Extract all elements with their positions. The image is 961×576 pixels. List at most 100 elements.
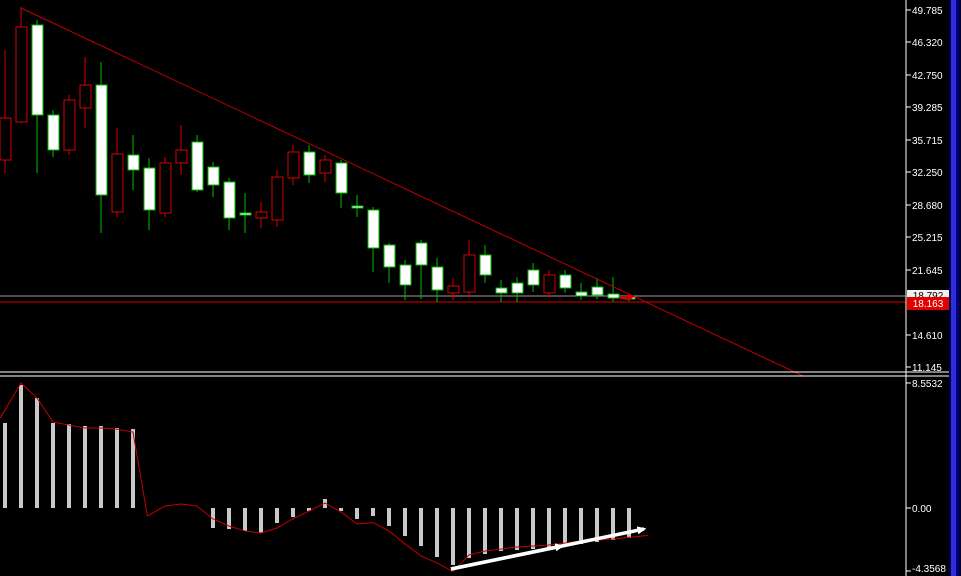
price-tick-label: 14.610 <box>912 331 943 342</box>
candle-body <box>271 176 284 221</box>
candle-body <box>463 254 476 293</box>
histogram-bar-33 <box>515 508 519 550</box>
current-price-tag-bg <box>907 297 950 310</box>
candle-body <box>191 141 204 191</box>
price-tick-label: 28.680 <box>912 201 943 212</box>
price-tick-label: 46.320 <box>912 38 943 49</box>
candle-2 <box>15 7 28 123</box>
price-tick-label: 35.715 <box>912 136 943 147</box>
histogram-bar-7 <box>99 426 103 508</box>
window-border-segment-4 <box>959 0 961 576</box>
candle-body <box>511 282 524 294</box>
current-price-tag-label: 18.163 <box>913 299 944 310</box>
histogram-bar-4 <box>51 423 55 508</box>
histogram-bar-37 <box>579 508 583 544</box>
histogram-bar-40 <box>627 508 631 538</box>
candle-39 <box>607 277 620 302</box>
candle-body <box>447 285 460 294</box>
descending-trendline[interactable] <box>20 7 804 377</box>
histogram-bar-25 <box>387 508 391 526</box>
histogram-bar-35 <box>547 508 551 548</box>
candle-body <box>591 286 604 296</box>
candle-29 <box>447 278 460 300</box>
candle-24 <box>367 207 380 272</box>
histogram-bar-26 <box>403 508 407 536</box>
candle-body <box>223 181 236 219</box>
candle-6 <box>79 57 92 128</box>
candle-22 <box>335 160 348 208</box>
price-tick-label: 21.645 <box>912 266 943 277</box>
candle-3 <box>31 20 44 173</box>
candle-28 <box>431 258 444 302</box>
candle-body <box>607 293 620 299</box>
candle-5 <box>63 95 76 155</box>
candle-body <box>383 244 396 268</box>
histogram-bar-36 <box>563 508 567 546</box>
candle-body <box>63 99 76 151</box>
candle-body <box>159 162 172 214</box>
histogram-bar-15 <box>227 508 231 529</box>
histogram-bar-39 <box>611 508 615 540</box>
candle-body <box>527 269 540 286</box>
histogram-bar-9 <box>131 429 135 508</box>
candle-body <box>175 149 188 164</box>
histogram-bar-19 <box>291 508 295 517</box>
candle-body <box>79 84 92 109</box>
candle-20 <box>303 145 316 183</box>
candle-37 <box>575 283 588 300</box>
candle-33 <box>511 277 524 302</box>
histogram-bar-3 <box>35 398 39 508</box>
candle-body <box>399 264 412 286</box>
candle-25 <box>383 243 396 283</box>
candle-27 <box>415 240 428 299</box>
candle-body <box>559 274 572 289</box>
candle-4 <box>47 110 60 157</box>
histogram-bar-28 <box>435 508 439 557</box>
candle-16 <box>239 193 252 233</box>
candle-body <box>31 24 44 116</box>
window-border-segment-3 <box>956 0 959 576</box>
indicator-tick-label: 0.00 <box>912 504 932 515</box>
histogram-bar-38 <box>595 508 599 542</box>
candle-17 <box>255 202 268 228</box>
price-tick-label: 49.785 <box>912 6 943 17</box>
histogram-bar-8 <box>115 428 119 508</box>
candle-34 <box>527 263 540 292</box>
candle-18 <box>271 170 284 227</box>
level-price-tag-label: 18.792 <box>913 291 944 302</box>
candle-26 <box>399 260 412 300</box>
window-border-segment-2 <box>951 0 956 576</box>
histogram-bar-18 <box>275 508 279 523</box>
candle-30 <box>463 240 476 297</box>
white-arrow-2[interactable] <box>450 526 647 571</box>
candle-body <box>415 242 428 266</box>
candle-body <box>255 211 268 219</box>
candle-12 <box>175 125 188 175</box>
candle-body <box>15 26 28 123</box>
price-tick-label: 25.215 <box>912 233 943 244</box>
candle-1 <box>0 50 12 173</box>
candle-body <box>95 84 108 196</box>
candle-body <box>495 287 508 294</box>
histogram-bar-34 <box>531 508 535 549</box>
candlestick-series <box>0 7 636 302</box>
indicator-tick-label: -4.3568 <box>912 564 946 575</box>
candle-35 <box>543 270 556 297</box>
candle-21 <box>319 155 332 182</box>
candle-9 <box>127 135 140 190</box>
histogram-bar-17 <box>259 508 263 533</box>
candle-body <box>351 205 364 209</box>
price-tags: 18.792 18.163 <box>907 290 950 310</box>
candle-body <box>287 151 300 179</box>
histogram-bar-20 <box>307 508 311 511</box>
candle-body <box>143 167 156 211</box>
candle-10 <box>143 158 156 230</box>
candle-body <box>303 151 316 176</box>
candle-body <box>335 162 348 194</box>
candle-body <box>479 254 492 276</box>
price-pointer-head <box>628 293 634 301</box>
histogram-bar-5 <box>67 424 71 508</box>
